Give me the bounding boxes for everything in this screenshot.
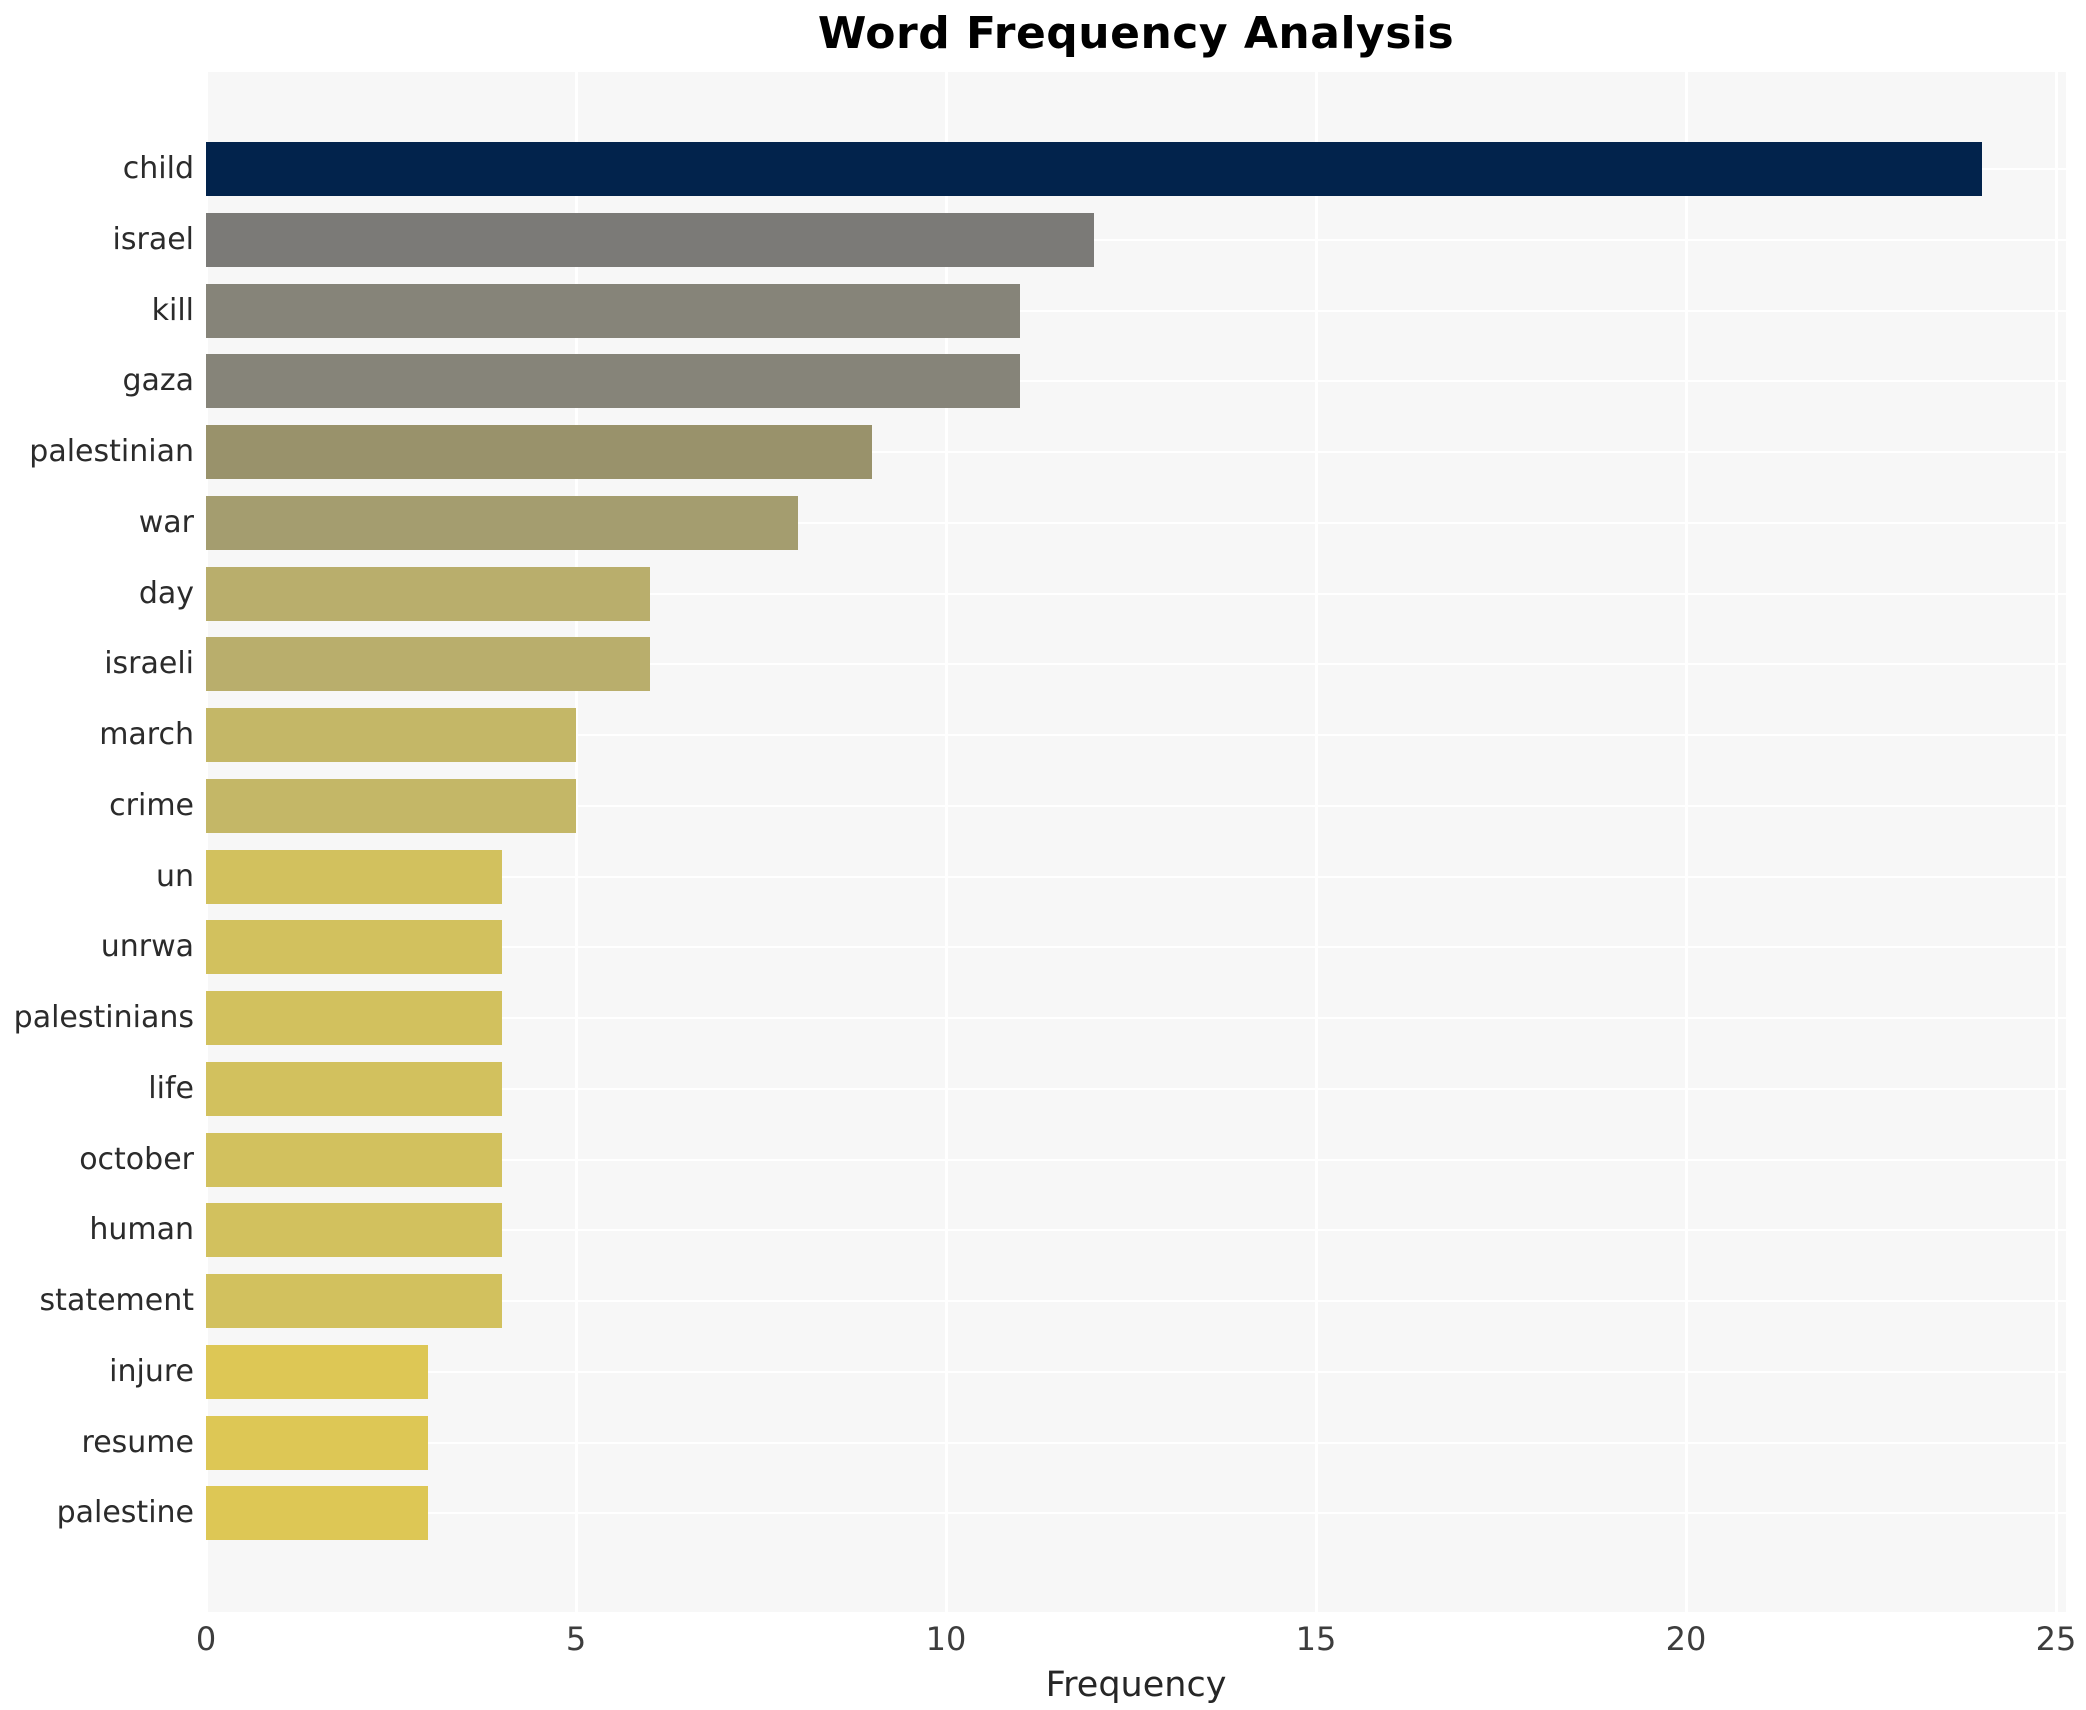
bar-human (206, 1203, 502, 1257)
category-label-un: un (155, 859, 194, 894)
category-label-october: october (79, 1142, 194, 1177)
bar-palestinians (206, 991, 502, 1045)
bar-october (206, 1133, 502, 1187)
y-gridline-palestine (206, 1512, 2066, 1514)
x-gridline-10 (945, 72, 948, 1612)
bar-palestine (206, 1486, 428, 1540)
bar-un (206, 850, 502, 904)
bar-injure (206, 1345, 428, 1399)
bar-march (206, 708, 576, 762)
bar-day (206, 567, 650, 621)
chart-title: Word Frequency Analysis (817, 8, 1455, 59)
y-gridline-crime (206, 805, 2066, 807)
category-label-crime: crime (109, 788, 194, 823)
y-gridline-gaza (206, 380, 2066, 382)
bar-gaza (206, 354, 1020, 408)
bar-palestinian (206, 425, 872, 479)
x-tick-label-10: 10 (925, 1620, 967, 1658)
x-tick-label-25: 25 (2035, 1620, 2077, 1658)
category-label-palestinian: palestinian (29, 434, 194, 469)
category-label-march: march (99, 717, 194, 752)
x-tick-label-15: 15 (1295, 1620, 1337, 1658)
x-tick-label-20: 20 (1665, 1620, 1707, 1658)
x-gridline-20 (1685, 72, 1688, 1612)
bar-unrwa (206, 920, 502, 974)
category-label-kill: kill (151, 293, 194, 328)
category-label-israeli: israeli (104, 646, 194, 681)
y-gridline-palestinian (206, 451, 2066, 453)
y-gridline-statement (206, 1300, 2066, 1302)
y-gridline-march (206, 734, 2066, 736)
x-tick-label-0: 0 (195, 1620, 217, 1658)
category-label-child: child (122, 151, 194, 186)
y-gridline-war (206, 522, 2066, 524)
category-label-israel: israel (112, 222, 194, 257)
y-gridline-human (206, 1229, 2066, 1231)
x-tick-label-5: 5 (565, 1620, 587, 1658)
y-gridline-october (206, 1159, 2066, 1161)
category-label-injure: injure (109, 1354, 194, 1389)
bar-life (206, 1062, 502, 1116)
plot-area (205, 72, 2066, 1612)
y-gridline-injure (206, 1371, 2066, 1373)
y-gridline-palestinians (206, 1017, 2066, 1019)
bar-child (206, 142, 1982, 196)
y-gridline-day (206, 593, 2066, 595)
category-label-resume: resume (81, 1425, 194, 1460)
bar-kill (206, 284, 1020, 338)
category-label-palestine: palestine (56, 1495, 194, 1530)
y-gridline-israel (206, 239, 2066, 241)
y-gridline-resume (206, 1442, 2066, 1444)
category-label-human: human (89, 1212, 194, 1247)
category-label-gaza: gaza (122, 363, 194, 398)
category-label-war: war (138, 505, 194, 540)
x-gridline-25 (2055, 72, 2058, 1612)
bar-israeli (206, 637, 650, 691)
category-label-life: life (148, 1071, 194, 1106)
x-axis-title: Frequency (1045, 1665, 1227, 1705)
x-gridline-5 (575, 72, 578, 1612)
y-gridline-life (206, 1088, 2066, 1090)
x-gridline-15 (1315, 72, 1318, 1612)
category-label-statement: statement (39, 1283, 194, 1318)
bar-israel (206, 213, 1094, 267)
category-label-day: day (138, 576, 194, 611)
y-gridline-israeli (206, 663, 2066, 665)
y-gridline-un (206, 876, 2066, 878)
y-gridline-unrwa (206, 946, 2066, 948)
y-gridline-kill (206, 310, 2066, 312)
bar-statement (206, 1274, 502, 1328)
category-label-palestinians: palestinians (13, 1000, 194, 1035)
bar-crime (206, 779, 576, 833)
bar-resume (206, 1416, 428, 1470)
bar-war (206, 496, 798, 550)
category-label-unrwa: unrwa (100, 929, 194, 964)
x-gridline-0 (205, 72, 208, 1612)
